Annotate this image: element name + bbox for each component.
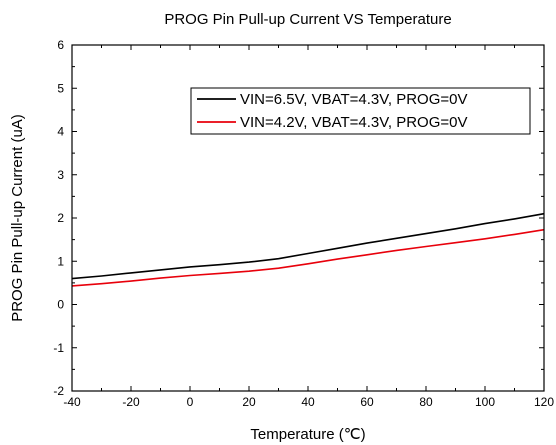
legend-label-series-1: VIN=6.5V, VBAT=4.3V, PROG=0V [240,91,468,108]
x-axis-label: Temperature (℃) [250,426,365,443]
y-axis-label: PROG Pin Pull-up Current (uA) [9,114,26,322]
series-lines [71,212,545,287]
x-tick-label: 80 [419,395,433,409]
series-line-1 [71,212,545,280]
x-tick-label: -20 [122,395,140,409]
x-tick-label: 100 [475,395,495,409]
x-tick-label: 60 [360,395,374,409]
y-tick-label: 4 [57,125,64,139]
y-tick-label: 2 [57,211,64,225]
legend-box [190,87,531,135]
tick-labels: -40 -20 0 20 40 60 80 100 120 -2 -1 0 1 2 3 4 5 6 [53,38,554,409]
y-tick-label: -1 [53,341,64,355]
y-tick-label: 5 [57,81,64,95]
legend: VIN=6.5V, VBAT=4.3V, PROG=0V VIN=4.2V, V… [190,87,531,135]
chart-title: PROG Pin Pull-up Current VS Temperature [164,11,451,28]
y-tick-label: 0 [57,298,64,312]
x-tick-label: 0 [187,395,194,409]
y-tick-label: 6 [57,38,64,52]
y-tick-label: 1 [57,254,64,268]
x-tick-label: 40 [301,395,315,409]
x-tick-label: -40 [63,395,81,409]
plot-frame [71,44,545,392]
x-tick-label: 20 [242,395,256,409]
y-tick-label: 3 [57,168,64,182]
series-line-2 [71,228,545,287]
legend-label-series-2: VIN=4.2V, VBAT=4.3V, PROG=0V [240,114,468,131]
y-tick-label: -2 [53,384,64,398]
x-tick-label: 120 [534,395,554,409]
